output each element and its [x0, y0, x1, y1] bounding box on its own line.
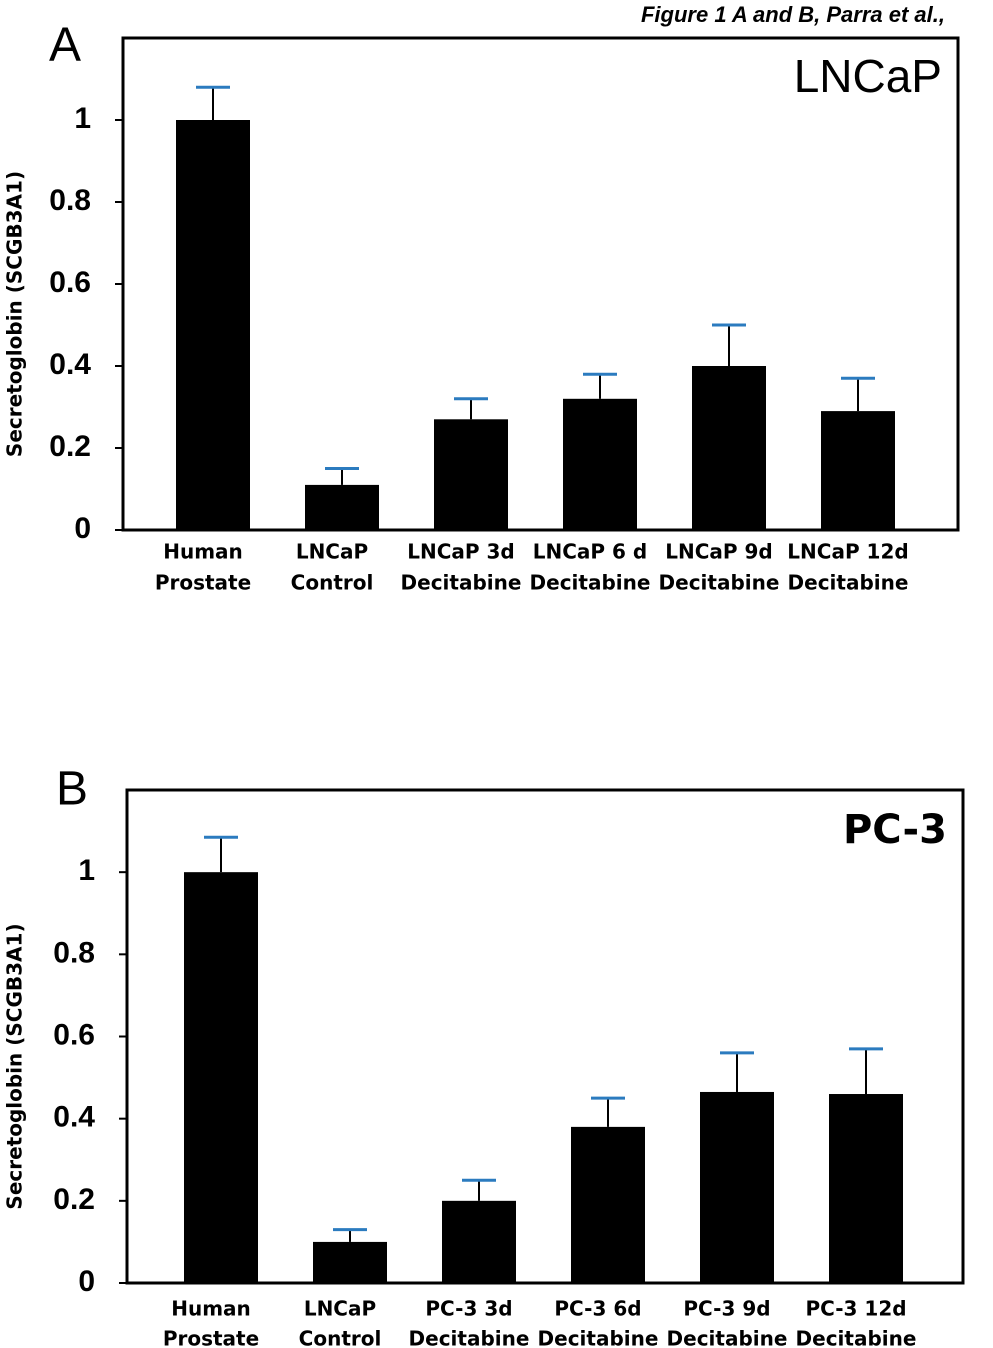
y-tick-label: 0.2: [49, 430, 91, 463]
bar: [692, 366, 766, 530]
x-tick-label: LNCaP 12d: [787, 540, 908, 564]
x-tick-label: LNCaP: [304, 1297, 376, 1321]
x-tick-label: LNCaP: [296, 540, 368, 564]
bar: [313, 1241, 387, 1283]
panel-title: PC-3: [843, 807, 947, 853]
y-tick-label: 0.4: [53, 1101, 95, 1134]
x-tick-label: Control: [291, 571, 374, 595]
x-tick-label: PC-3 12d: [805, 1297, 906, 1321]
y-tick-label: 0.6: [49, 266, 91, 299]
x-tick-label: Decitabine: [401, 571, 522, 595]
x-tick-label: Decitabine: [409, 1327, 530, 1348]
x-tick-label: Decitabine: [796, 1327, 917, 1348]
bar: [305, 484, 379, 530]
panel-letter: B: [56, 763, 88, 816]
x-tick-label: Human: [171, 1297, 251, 1321]
x-tick-label: PC-3 9d: [683, 1297, 770, 1321]
y-tick-label: 0.4: [49, 348, 91, 381]
bar: [184, 872, 258, 1283]
x-tick-label: PC-3 6d: [554, 1297, 641, 1321]
x-tick-label: Decitabine: [659, 571, 780, 595]
bar: [563, 398, 637, 530]
x-tick-label: Decitabine: [530, 571, 651, 595]
bar: [829, 1094, 903, 1283]
y-tick-label: 0: [74, 512, 91, 545]
bar: [442, 1200, 516, 1283]
x-tick-label: Decitabine: [538, 1327, 659, 1348]
bar: [571, 1126, 645, 1283]
y-axis-label: Secretoglobin (SCGB3A1): [3, 171, 27, 457]
bar: [434, 419, 508, 530]
bar: [700, 1091, 774, 1283]
x-tick-label: PC-3 3d: [425, 1297, 512, 1321]
bar: [176, 120, 250, 530]
x-tick-label: Decitabine: [667, 1327, 788, 1348]
y-tick-label: 1: [78, 854, 95, 887]
figure-header: Figure 1 A and B, Parra et al.,: [641, 2, 945, 27]
y-tick-label: 0.8: [49, 184, 91, 217]
y-tick-label: 0.6: [53, 1018, 95, 1051]
x-tick-label: LNCaP 9d: [665, 540, 773, 564]
panel-letter: A: [49, 19, 81, 72]
x-tick-label: Prostate: [163, 1327, 259, 1348]
x-tick-label: Control: [299, 1327, 382, 1348]
x-tick-label: Decitabine: [788, 571, 909, 595]
y-tick-label: 1: [74, 102, 91, 135]
x-tick-label: Human: [163, 540, 243, 564]
y-axis-label: Secretoglobin (SCGB3A1): [3, 923, 27, 1209]
x-tick-label: Prostate: [155, 571, 251, 595]
panel-title: LNCaP: [794, 50, 942, 102]
y-tick-label: 0: [78, 1265, 95, 1298]
y-tick-label: 0.8: [53, 936, 95, 969]
y-tick-label: 0.2: [53, 1183, 95, 1216]
bar: [821, 411, 895, 530]
x-tick-label: LNCaP 6 d: [533, 540, 647, 564]
x-tick-label: LNCaP 3d: [407, 540, 515, 564]
